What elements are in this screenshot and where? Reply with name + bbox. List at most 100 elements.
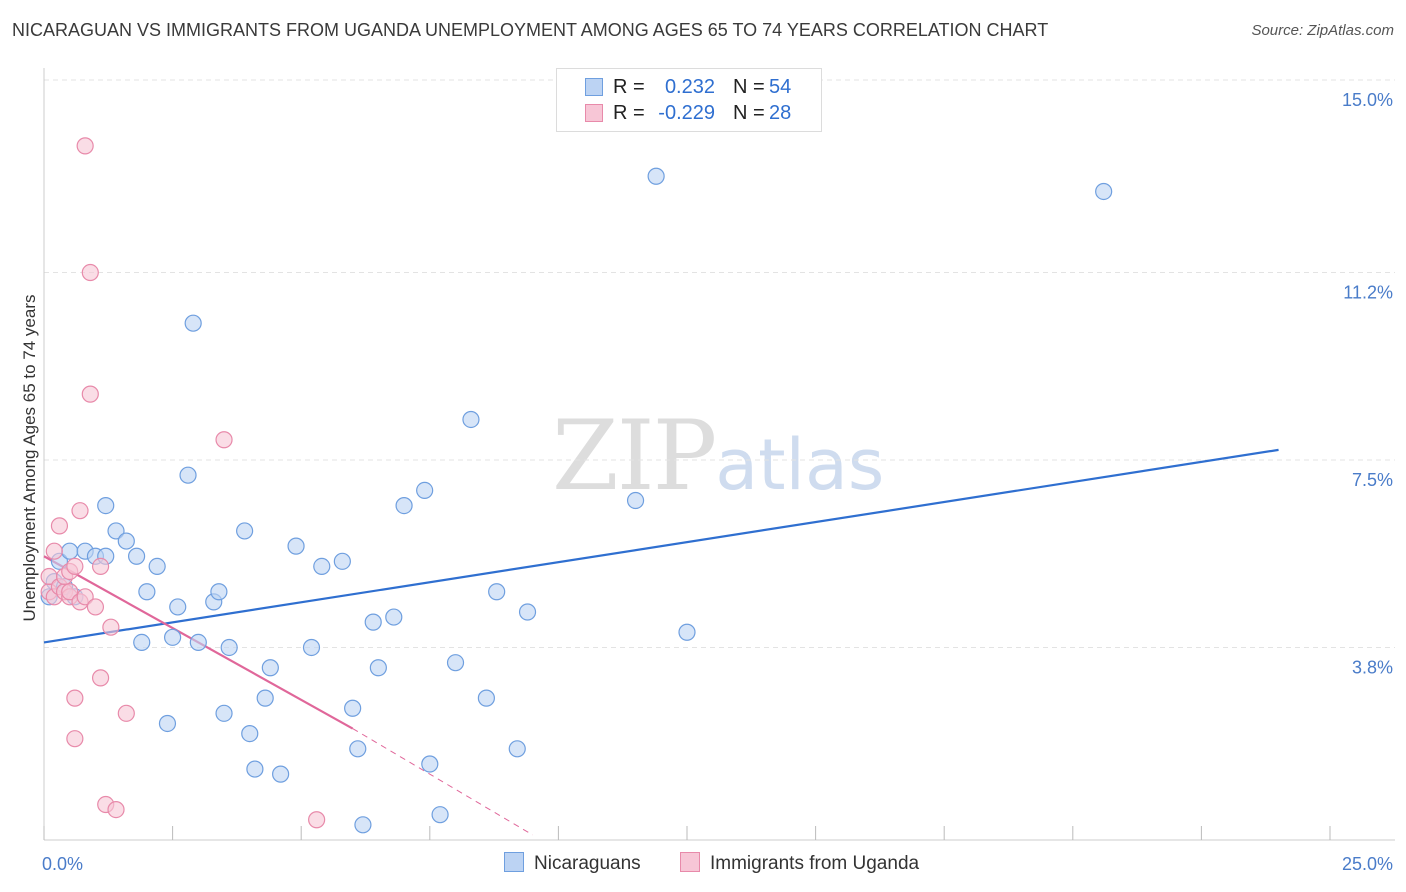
- point-nicaraguans: [261, 659, 279, 677]
- point-uganda: [215, 431, 233, 449]
- point-nicaraguans: [148, 557, 166, 576]
- point-nicaraguans: [97, 497, 115, 515]
- trend-line-nicaraguans: [43, 448, 1279, 644]
- point-nicaraguans: [210, 583, 228, 601]
- point-nicaraguans: [236, 522, 254, 540]
- point-nicaraguans: [1095, 182, 1113, 201]
- point-uganda: [81, 385, 99, 403]
- point-nicaraguans: [364, 613, 382, 631]
- watermark-atlas: atlas: [715, 424, 885, 506]
- point-nicaraguans: [179, 466, 197, 484]
- point-uganda: [91, 669, 110, 687]
- point-nicaraguans: [246, 760, 264, 778]
- point-nicaraguans: [127, 547, 146, 565]
- point-nicaraguans: [395, 497, 413, 515]
- point-nicaraguans: [416, 481, 434, 499]
- point-nicaraguans: [189, 633, 207, 652]
- source-label: Source: ZipAtlas.com: [1251, 22, 1394, 39]
- bottom-legend-label-uganda: Immigrants from Uganda: [710, 853, 920, 874]
- point-nicaraguans: [518, 603, 537, 621]
- point-nicaraguans: [158, 714, 177, 733]
- point-nicaraguans: [333, 552, 351, 570]
- legend-row-nicaraguans: R = 0.232 N = 54: [557, 74, 821, 100]
- legend-r-label: R =: [613, 76, 645, 98]
- axes: [43, 68, 1395, 841]
- point-uganda: [71, 502, 89, 520]
- point-uganda: [45, 542, 63, 560]
- point-uganda: [66, 689, 84, 707]
- point-nicaraguans: [287, 537, 305, 555]
- point-nicaraguans: [354, 816, 372, 834]
- correlation-legend: R = 0.232 N = 54 R = -0.229 N = 28: [556, 68, 822, 132]
- point-uganda: [117, 704, 135, 722]
- point-nicaraguans: [369, 659, 387, 677]
- point-nicaraguans: [107, 522, 125, 540]
- x-tick-label: 0.0%: [42, 854, 83, 874]
- bottom-legend-swatch-pink: [680, 852, 700, 872]
- y-axis-label: Unemployment Among Ages 65 to 74 years: [20, 294, 39, 622]
- point-nicaraguans: [302, 638, 321, 657]
- point-uganda: [66, 557, 84, 576]
- point-nicaraguans: [626, 491, 645, 510]
- trend-extension-uganda: [352, 728, 533, 836]
- y-tick-label: 11.2%: [1343, 283, 1393, 303]
- point-nicaraguans: [431, 806, 449, 824]
- point-uganda: [76, 588, 94, 606]
- point-nicaraguans: [256, 689, 274, 707]
- point-nicaraguans: [241, 724, 259, 743]
- point-nicaraguans: [169, 598, 187, 616]
- legend-n-value: 28: [769, 102, 792, 124]
- point-nicaraguans: [133, 633, 151, 652]
- legend-r-value: -0.229: [658, 102, 715, 124]
- point-uganda: [76, 137, 94, 155]
- point-uganda: [66, 730, 84, 748]
- y-tick-label: 7.5%: [1352, 470, 1393, 490]
- point-nicaraguans: [462, 410, 480, 429]
- point-uganda: [91, 557, 110, 576]
- point-nicaraguans: [349, 740, 367, 758]
- point-nicaraguans: [678, 623, 696, 641]
- point-uganda: [102, 618, 120, 636]
- point-nicaraguans: [164, 628, 182, 646]
- y-tick-label: 3.8%: [1352, 657, 1393, 677]
- point-nicaraguans: [446, 654, 465, 672]
- legend-row-uganda: R = -0.229 N = 28: [557, 100, 821, 126]
- point-nicaraguans: [215, 704, 233, 722]
- point-nicaraguans: [421, 755, 439, 773]
- legend-r-value: 0.232: [664, 76, 715, 98]
- point-nicaraguans: [220, 638, 238, 657]
- point-uganda: [50, 517, 69, 535]
- point-nicaraguans: [272, 765, 290, 783]
- point-uganda: [308, 811, 326, 829]
- legend-n-value: 54: [769, 76, 792, 98]
- point-uganda: [86, 598, 105, 616]
- chart-title: NICARAGUAN VS IMMIGRANTS FROM UGANDA UNE…: [12, 20, 1049, 40]
- bottom-legend-nicaraguans: Nicaraguans: [504, 852, 641, 875]
- point-nicaraguans: [344, 699, 362, 717]
- legend-n-label: N =: [733, 76, 765, 98]
- bottom-legend-swatch-blue: [504, 852, 524, 872]
- point-uganda: [61, 583, 79, 601]
- point-nicaraguans: [61, 542, 79, 560]
- point-nicaraguans: [184, 314, 202, 332]
- tick-labels: 3.8% 7.5% 11.2% 15.0% 0.0% 25.0%: [42, 90, 1393, 874]
- point-nicaraguans: [385, 608, 403, 626]
- bottom-legend-uganda: Immigrants from Uganda: [680, 852, 919, 875]
- legend-swatch-blue: [585, 78, 603, 96]
- point-uganda: [81, 263, 99, 282]
- point-uganda: [107, 800, 125, 819]
- y-tick-label: 15.0%: [1342, 90, 1393, 110]
- point-nicaraguans: [508, 740, 526, 758]
- point-nicaraguans: [313, 557, 331, 576]
- data-points: [40, 137, 1113, 834]
- legend-n-label: N =: [733, 102, 765, 124]
- point-nicaraguans: [138, 583, 156, 601]
- point-nicaraguans: [488, 583, 506, 601]
- legend-r-label: R =: [613, 102, 645, 124]
- legend-swatch-pink: [585, 104, 603, 122]
- bottom-legend-label-nicaraguans: Nicaraguans: [534, 853, 641, 874]
- x-tick-label: 25.0%: [1342, 854, 1393, 874]
- point-nicaraguans: [117, 532, 135, 550]
- point-nicaraguans: [647, 167, 665, 185]
